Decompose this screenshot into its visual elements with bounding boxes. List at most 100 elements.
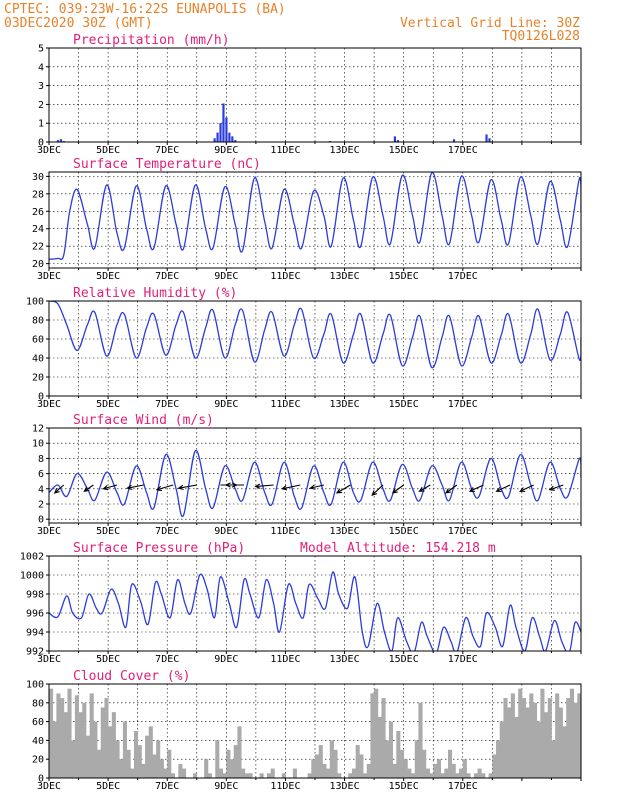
cloud-bar (133, 731, 139, 778)
y-tick-label: 0 (38, 138, 44, 149)
cloud-bar (518, 688, 523, 778)
pressure-series-line (49, 571, 581, 651)
x-tick-label: 7DEC (155, 654, 179, 665)
y-tick-label: 996 (26, 609, 44, 620)
cloud-bar (322, 763, 327, 778)
x-tick-label: 5DEC (96, 526, 120, 537)
x-tick-label: 3DEC (37, 654, 61, 665)
y-tick-label: 0 (38, 392, 44, 403)
wind-vector (254, 483, 274, 489)
cloud-bar (85, 735, 91, 778)
cloud-bar (532, 702, 538, 778)
cloud-bar (178, 763, 183, 778)
plot-area-humidity (49, 301, 581, 369)
cloud-bar (100, 707, 105, 778)
x-tick-label: 17DEC (448, 526, 478, 537)
cloud-bar (551, 740, 556, 778)
y-tick-label: 5 (38, 44, 44, 55)
cloud-bar (111, 712, 116, 778)
cloud-bar (52, 721, 57, 778)
cloud-bar (82, 702, 87, 778)
y-tick-label: 20 (32, 755, 44, 766)
y-tick-label: 1 (38, 119, 44, 130)
plot-area-precipitation (56, 103, 491, 142)
cloud-bar (614, 712, 618, 778)
wind-vector (445, 484, 458, 494)
cloud-bar (503, 698, 508, 778)
panel-title: Relative Humidity (%) (73, 286, 237, 301)
panel-humidity: 0 20 40 60 80 100 3DEC 5DEC 7DEC 9DEC 11DEC 13DEC 15… (26, 286, 582, 410)
panel-temperature: 20 22 24 26 28 30 3DEC 5DEC 7DEC 9DEC 11DEC 13DEC 15… (32, 157, 582, 282)
x-tick-label: 13DEC (330, 654, 360, 665)
cloud-bar (152, 754, 157, 778)
cloud-bar (104, 698, 109, 778)
panel-pressure: 992 994 996 998 1000 1002 3DEC 5DEC 7DEC 9DEC 11DE… (20, 541, 582, 665)
cloud-bar (237, 726, 242, 778)
cloud-bar (49, 688, 54, 778)
precip-bar (488, 138, 491, 142)
wind-vector (548, 484, 564, 491)
cloud-bar (448, 749, 453, 778)
temperature-series-line (49, 172, 581, 260)
panel-frame (48, 47, 582, 143)
cloud-bar (89, 693, 94, 778)
cloud-bar (222, 773, 227, 778)
cloud-bar (141, 763, 146, 778)
cloud-bar (329, 740, 334, 778)
x-tick-label: 11DEC (270, 781, 300, 792)
wind-vector (468, 484, 484, 492)
y-tick-label: 12 (32, 424, 44, 435)
cloud-bar (562, 726, 567, 778)
x-tick-label: 9DEC (214, 145, 238, 156)
cloud-bar (403, 759, 408, 778)
wind-vector (102, 484, 118, 491)
precip-bar (56, 140, 60, 142)
x-tick-label: 9DEC (214, 654, 238, 665)
wind-series-line (49, 450, 581, 518)
cloud-bar (499, 721, 504, 778)
cloud-bar (396, 731, 401, 778)
cloud-bar (514, 716, 519, 778)
y-tick-label: 100 (26, 297, 44, 308)
y-tick-label: 3 (38, 81, 44, 92)
cloud-bar (233, 745, 238, 778)
cloud-bar (115, 740, 120, 778)
cloud-bar (93, 721, 98, 778)
plot-area-wind (49, 450, 581, 518)
precip-bar (228, 132, 231, 142)
cloud-bar (603, 750, 607, 778)
x-tick-label: 11DEC (270, 526, 300, 537)
cloud-bar (510, 693, 515, 778)
cloud-bar (573, 702, 578, 778)
y-tick-label: 80 (32, 316, 44, 327)
wind-vector (126, 484, 144, 490)
x-tick-label: 17DEC (448, 271, 478, 282)
y-tick-label: 22 (32, 242, 44, 253)
y-tick-label: 30 (32, 172, 44, 183)
x-tick-label: 3DEC (37, 399, 61, 410)
panel-subtitle: Model Altitude: 154.218 m (300, 541, 496, 556)
wind-vector (418, 484, 431, 492)
x-tick-label: 15DEC (389, 654, 419, 665)
x-tick-label: 13DEC (330, 145, 360, 156)
cloud-bar (270, 768, 275, 778)
cloud-bar (607, 759, 611, 778)
cloud-bar (407, 768, 412, 778)
y-tick-label: 6 (38, 469, 44, 480)
cloud-bar (399, 749, 405, 778)
precip-bar (231, 136, 234, 142)
cloud-bar (521, 698, 526, 778)
precip-bar (59, 139, 63, 142)
cloud-bar (226, 749, 231, 778)
y-tick-label: 20 (32, 373, 44, 384)
cloud-bar (311, 759, 316, 778)
cloud-bar (385, 740, 390, 778)
y-tick-label: 994 (26, 628, 44, 639)
x-tick-label: 13DEC (330, 781, 360, 792)
cloud-bar (126, 749, 131, 778)
y-tick-label: 10 (32, 439, 44, 450)
cloud-bar (392, 763, 397, 778)
precip-bar (393, 136, 396, 142)
x-tick-label: 13DEC (330, 271, 360, 282)
x-tick-label: 5DEC (96, 271, 120, 282)
